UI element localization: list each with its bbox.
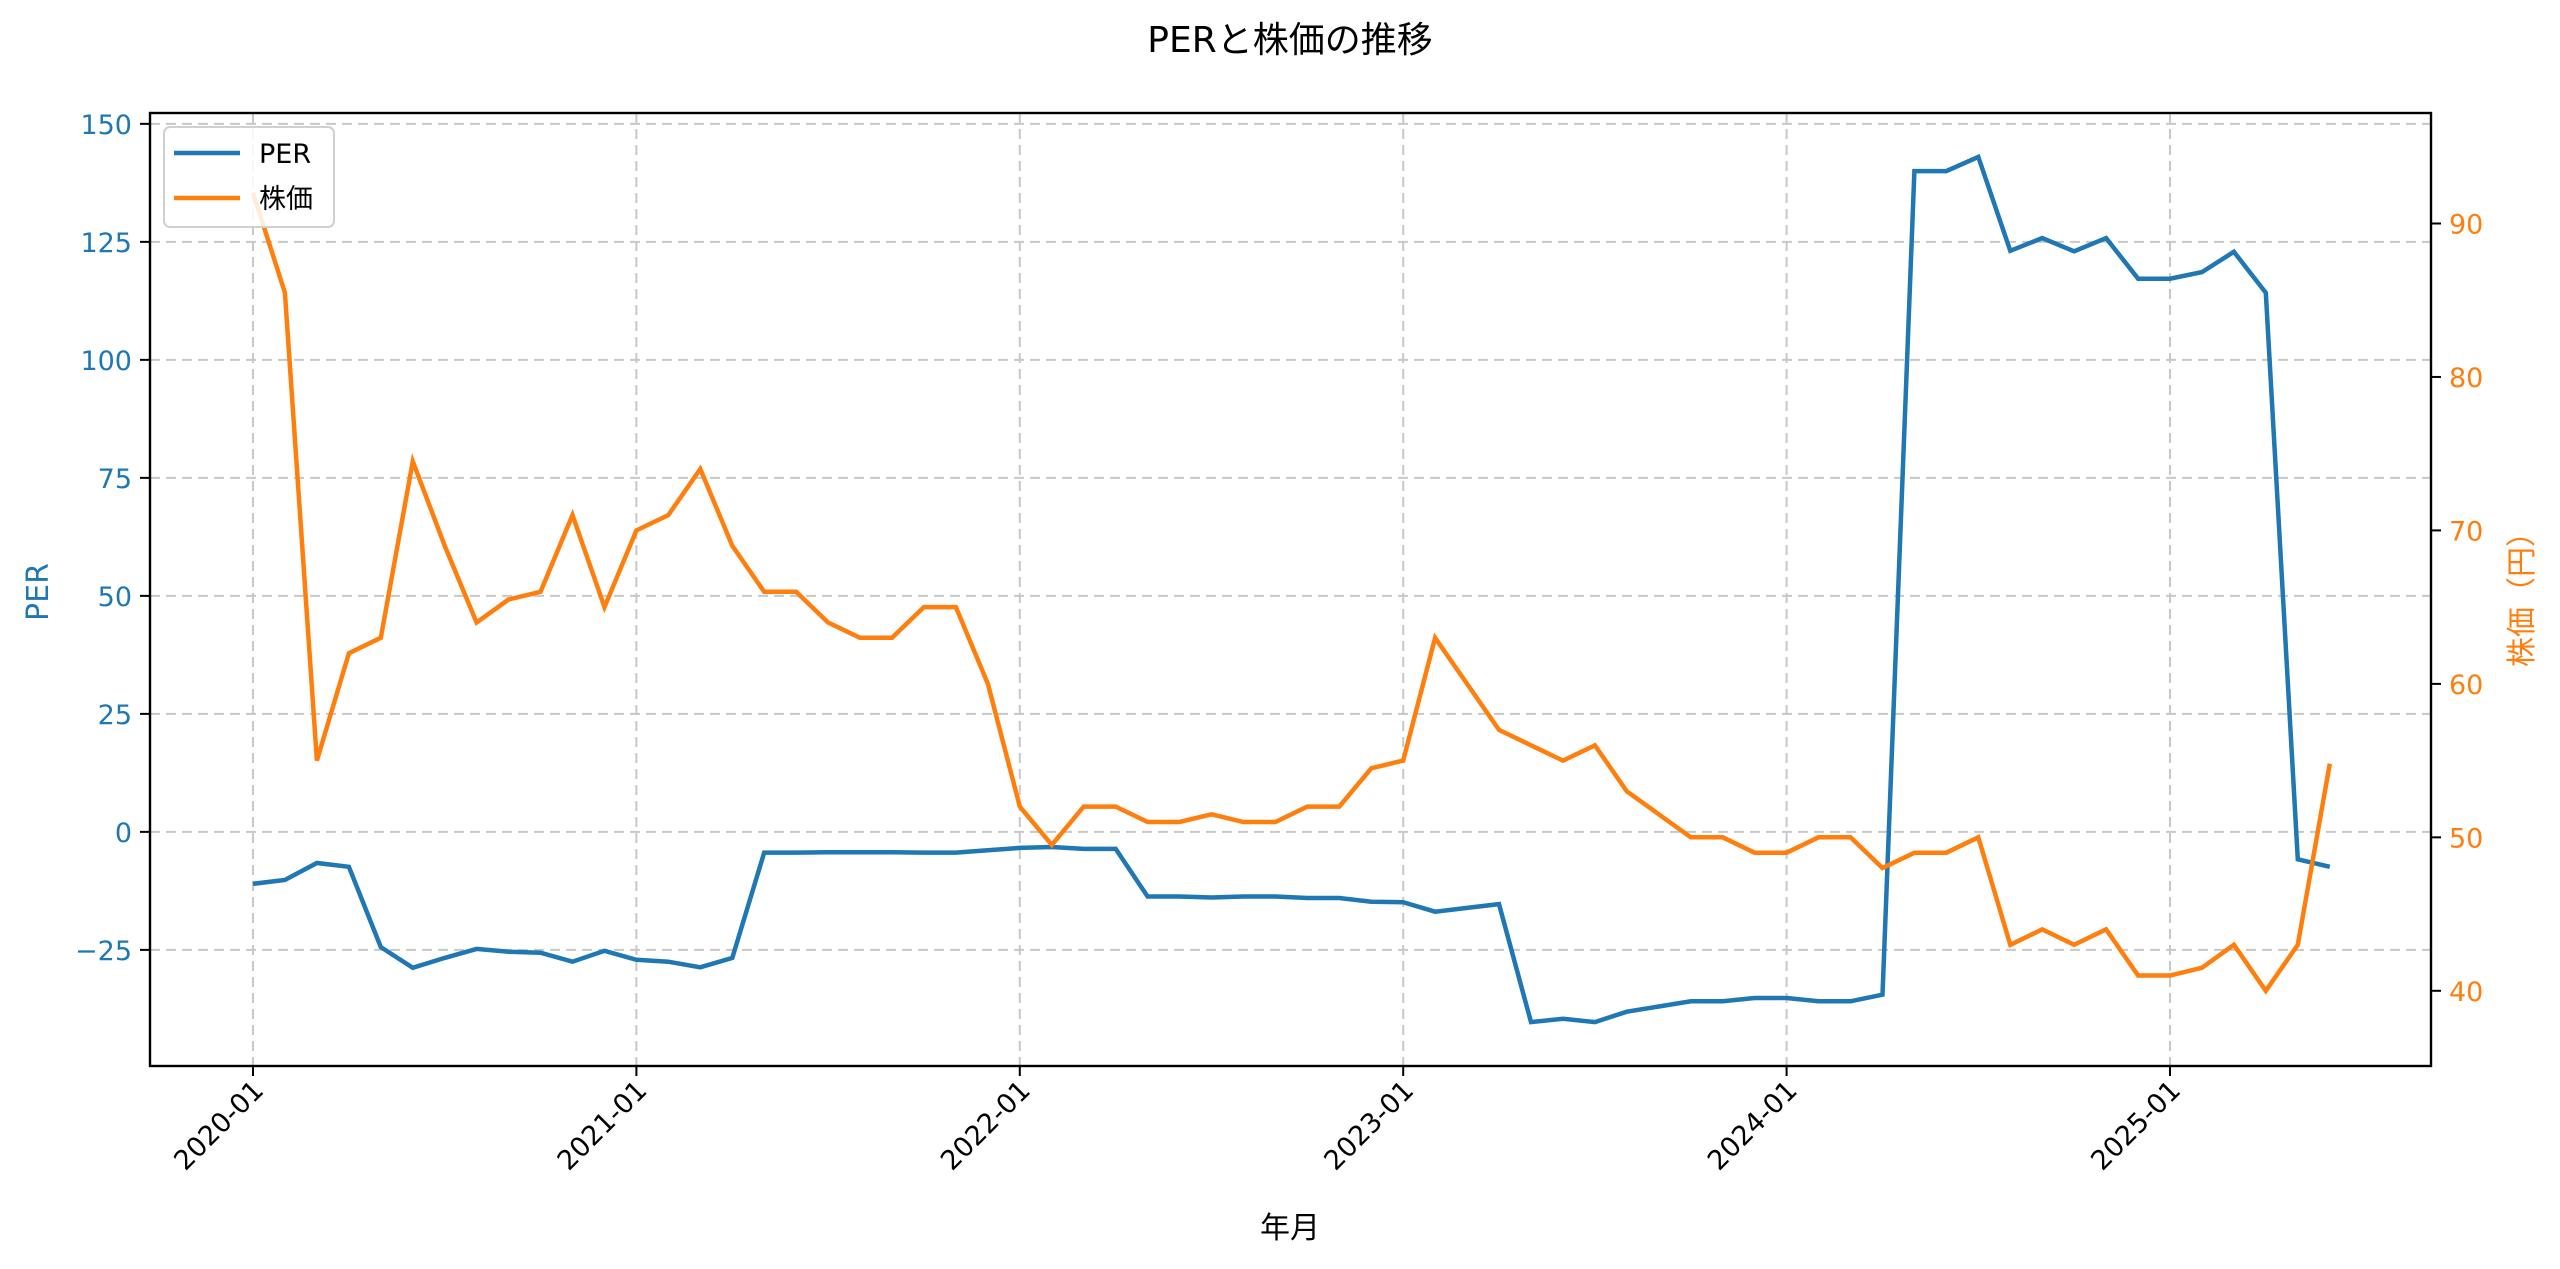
y-left-tick-label: −25 [75, 936, 132, 967]
y-right-tick-label: 80 [2449, 363, 2483, 394]
grid-lines [150, 113, 2431, 1066]
y-axis-right-label: 株価（円） [2505, 517, 2540, 667]
y-left-tick-label: 25 [98, 700, 132, 731]
y-left-tick-label: 150 [80, 110, 132, 141]
legend-label-price: 株価 [259, 184, 313, 215]
y-right-tick-label: 90 [2449, 209, 2483, 240]
x-tick-label: 2023-01 [1318, 1075, 1420, 1177]
x-tick-label: 2022-01 [935, 1075, 1037, 1177]
x-tick-label: 2020-01 [168, 1075, 270, 1177]
y-axis-right-ticks: 40 50 60 70 80 90 [2431, 209, 2483, 1008]
y-left-tick-label: 0 [115, 818, 132, 849]
y-left-tick-label: 100 [80, 346, 132, 377]
x-tick-label: 2021-01 [552, 1075, 654, 1177]
series-line-per [252, 153, 2331, 1025]
y-axis-left-label: PER [21, 563, 56, 621]
chart-title: PERと株価の推移 [1147, 20, 1432, 61]
y-right-tick-label: 60 [2449, 670, 2483, 701]
y-axis-left-ticks: −25 0 25 50 75 100 125 150 [75, 110, 150, 967]
y-right-tick-label: 50 [2449, 823, 2483, 854]
y-right-tick-label: 70 [2449, 516, 2483, 547]
y-left-tick-label: 50 [98, 582, 132, 613]
y-right-tick-label: 40 [2449, 977, 2483, 1008]
y-left-tick-label: 125 [80, 228, 132, 259]
series-layer [250, 153, 2333, 1025]
x-tick-label: 2025-01 [2085, 1075, 2187, 1177]
series-line-price [250, 192, 2333, 995]
legend: PER 株価 [163, 126, 335, 228]
x-axis-label: 年月 [1260, 1211, 1320, 1246]
axes-frame [148, 111, 2433, 1068]
x-tick-label: 2024-01 [1702, 1075, 1804, 1177]
y-left-tick-label: 75 [98, 464, 132, 495]
x-axis-ticks: 2020-01 2021-01 2022-01 2023-01 2024-01 2025-… [168, 1066, 2187, 1177]
legend-label-per: PER [259, 139, 311, 170]
